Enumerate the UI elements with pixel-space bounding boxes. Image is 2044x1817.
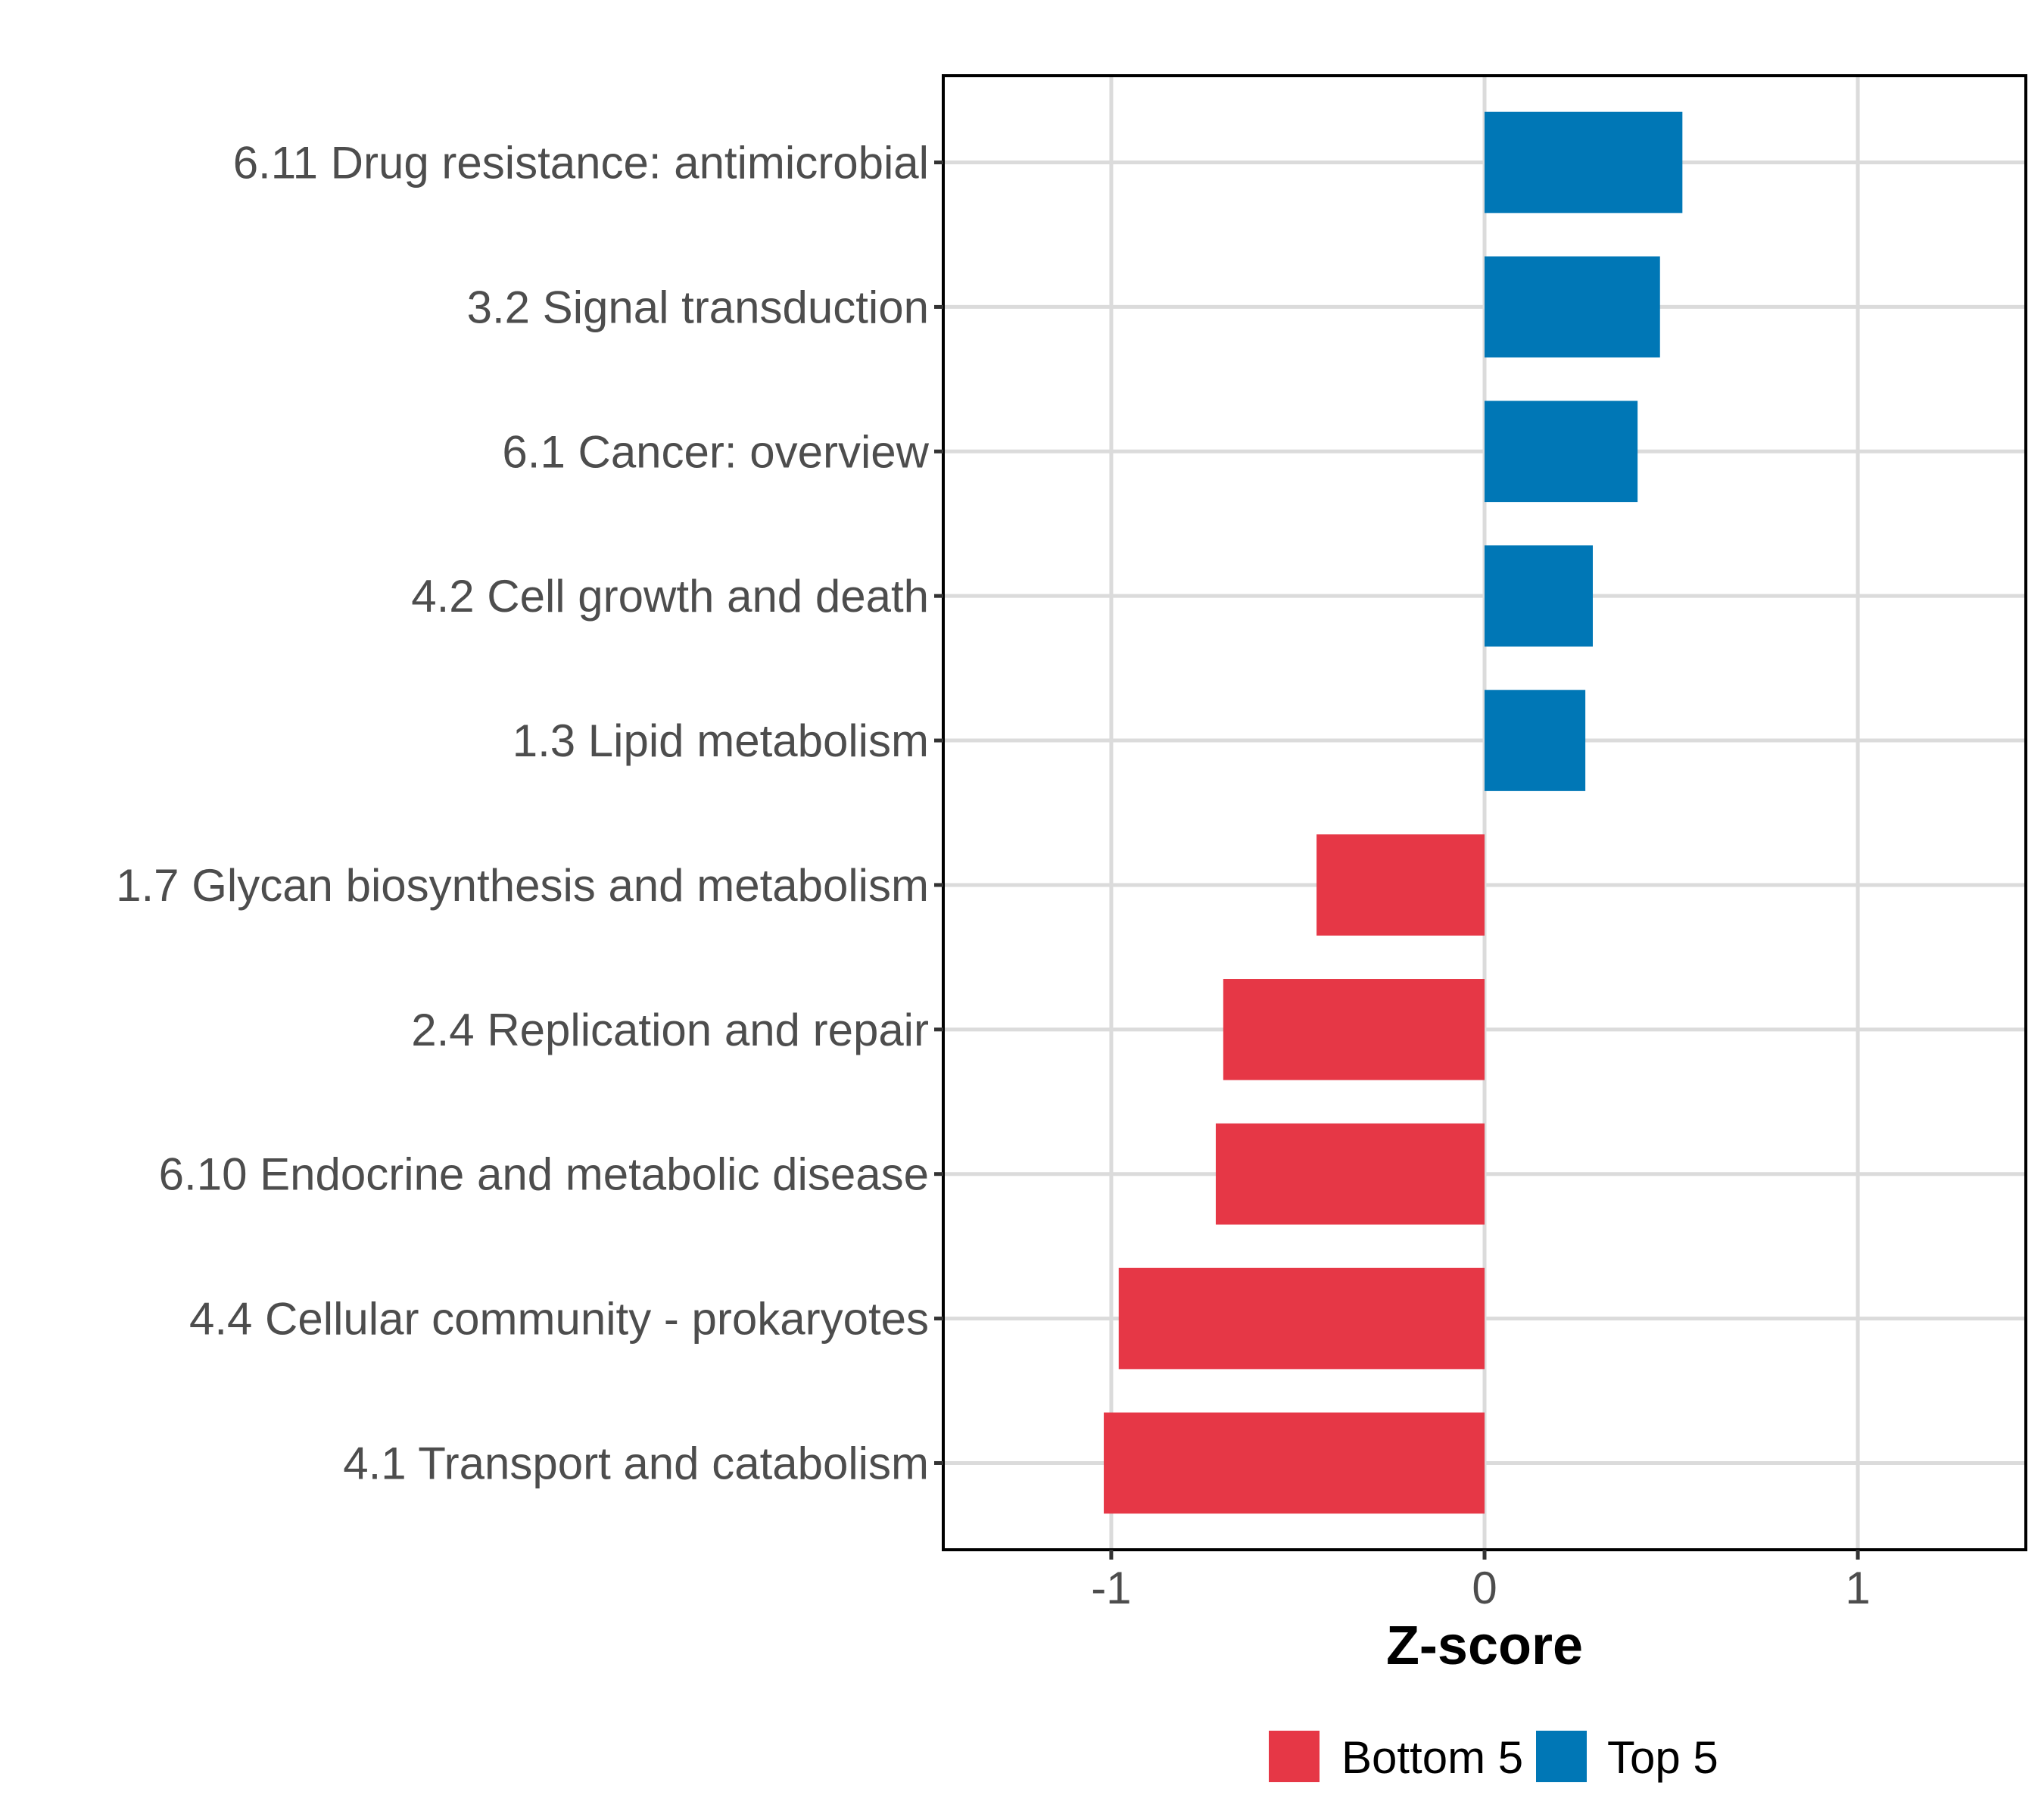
y-tick-label: 4.2 Cell growth and death bbox=[411, 571, 929, 622]
bar-bottom5 bbox=[1215, 1123, 1485, 1225]
legend-key-bottom-5 bbox=[1269, 1731, 1320, 1782]
y-tick-label: 4.4 Cellular community - prokaryotes bbox=[189, 1294, 929, 1345]
bar-top5 bbox=[1485, 111, 1683, 213]
y-tick-label: 6.10 Endocrine and metabolic disease bbox=[159, 1149, 929, 1200]
y-tick-label: 1.3 Lipid metabolism bbox=[513, 715, 929, 766]
y-tick-label: 6.1 Cancer: overview bbox=[502, 426, 929, 477]
bar-top5 bbox=[1485, 256, 1660, 358]
y-tick-label: 1.7 Glycan biosynthesis and metabolism bbox=[116, 860, 929, 911]
bar-top5 bbox=[1485, 690, 1586, 791]
x-tick-label: 1 bbox=[1845, 1563, 1870, 1613]
y-tick-label: 3.2 Signal transduction bbox=[467, 282, 929, 332]
legend-label: Bottom 5 bbox=[1341, 1732, 1523, 1783]
bar-bottom5 bbox=[1104, 1412, 1485, 1514]
y-tick-label: 2.4 Replication and repair bbox=[411, 1005, 929, 1055]
x-axis-title: Z-score bbox=[1386, 1616, 1583, 1676]
y-tick-label: 6.11 Drug resistance: antimicrobial bbox=[233, 138, 929, 189]
bars bbox=[1104, 111, 1683, 1514]
bar-bottom5 bbox=[1118, 1267, 1485, 1370]
y-axis: 6.11 Drug resistance: antimicrobial 3.2 S… bbox=[116, 138, 943, 1488]
bar-top5 bbox=[1485, 545, 1593, 647]
legend-key-top-5 bbox=[1536, 1731, 1587, 1782]
x-tick-label: 0 bbox=[1472, 1563, 1497, 1613]
bar-top5 bbox=[1485, 400, 1638, 503]
x-tick-label: -1 bbox=[1091, 1563, 1131, 1613]
y-tick-label: 4.1 Transport and catabolism bbox=[343, 1438, 929, 1488]
bar-bottom5 bbox=[1223, 979, 1485, 1080]
bar-bottom5 bbox=[1316, 834, 1485, 936]
legend-label: Top 5 bbox=[1607, 1732, 1718, 1783]
legend: Bottom 5 Top 5 bbox=[1269, 1731, 1718, 1783]
x-axis: -1 0 1 bbox=[1091, 1550, 1871, 1613]
